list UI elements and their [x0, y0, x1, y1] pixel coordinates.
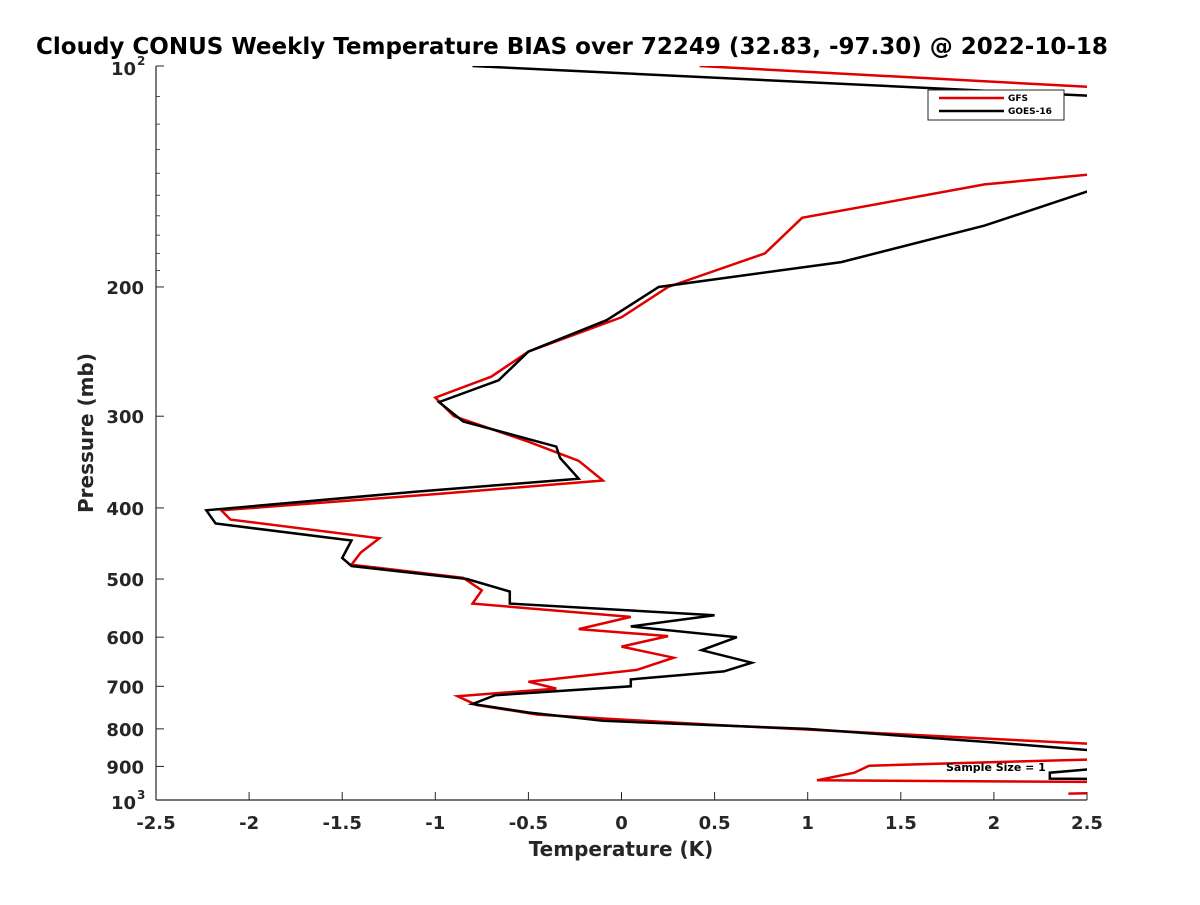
y-tick-label: 700 [106, 677, 144, 698]
y-tick-label: 10 [111, 59, 136, 80]
legend-label-gfs: GFS [1008, 94, 1028, 104]
y-tick-label: 500 [106, 570, 144, 591]
sample-size-annotation: Sample Size = 1 [946, 761, 1046, 774]
series-layer [204, 66, 1087, 795]
y-tick-label: 600 [106, 628, 144, 649]
x-axis-label: Temperature (K) [529, 837, 714, 861]
axes-layer [155, 65, 1088, 801]
legend: GFS GOES-16 [927, 89, 1065, 121]
x-tick-label: -2 [239, 813, 259, 834]
tick-labels: -2.5 -2 -1.5 -1 -0.5 0 0.5 1 1.5 2 2.510 2200300400… [106, 54, 1103, 834]
x-tick-label: 1 [801, 813, 814, 834]
y-tick-label: 200 [106, 278, 144, 299]
y-tick-label: 10 [111, 793, 136, 814]
series-line-gfs-segment [1068, 791, 1087, 795]
x-tick-label: 2.5 [1071, 813, 1103, 834]
x-tick-label: 0 [615, 813, 628, 834]
x-tick-label: -0.5 [509, 813, 548, 834]
y-tick-label-exponent: 3 [137, 788, 145, 802]
x-tick-label: -1 [425, 813, 445, 834]
legend-label-goes16: GOES-16 [1008, 107, 1052, 117]
chart-title: Cloudy CONUS Weekly Temperature BIAS ove… [36, 34, 1108, 60]
y-axis-label: Pressure (mb) [74, 353, 98, 513]
x-tick-label: 0.5 [699, 813, 731, 834]
y-tick-label-exponent: 2 [137, 54, 145, 68]
y-tick-label: 800 [106, 720, 144, 741]
series-line-goes16 [204, 66, 1087, 781]
legend-box [927, 89, 1065, 121]
y-tick-label: 300 [106, 407, 144, 428]
y-tick-label: 900 [106, 757, 144, 778]
x-tick-label: 2 [988, 813, 1001, 834]
x-tick-label: -2.5 [136, 813, 175, 834]
series-line-gfs [218, 66, 1087, 784]
y-tick-label: 400 [106, 499, 144, 520]
x-tick-label: 1.5 [885, 813, 917, 834]
x-tick-label: -1.5 [323, 813, 362, 834]
